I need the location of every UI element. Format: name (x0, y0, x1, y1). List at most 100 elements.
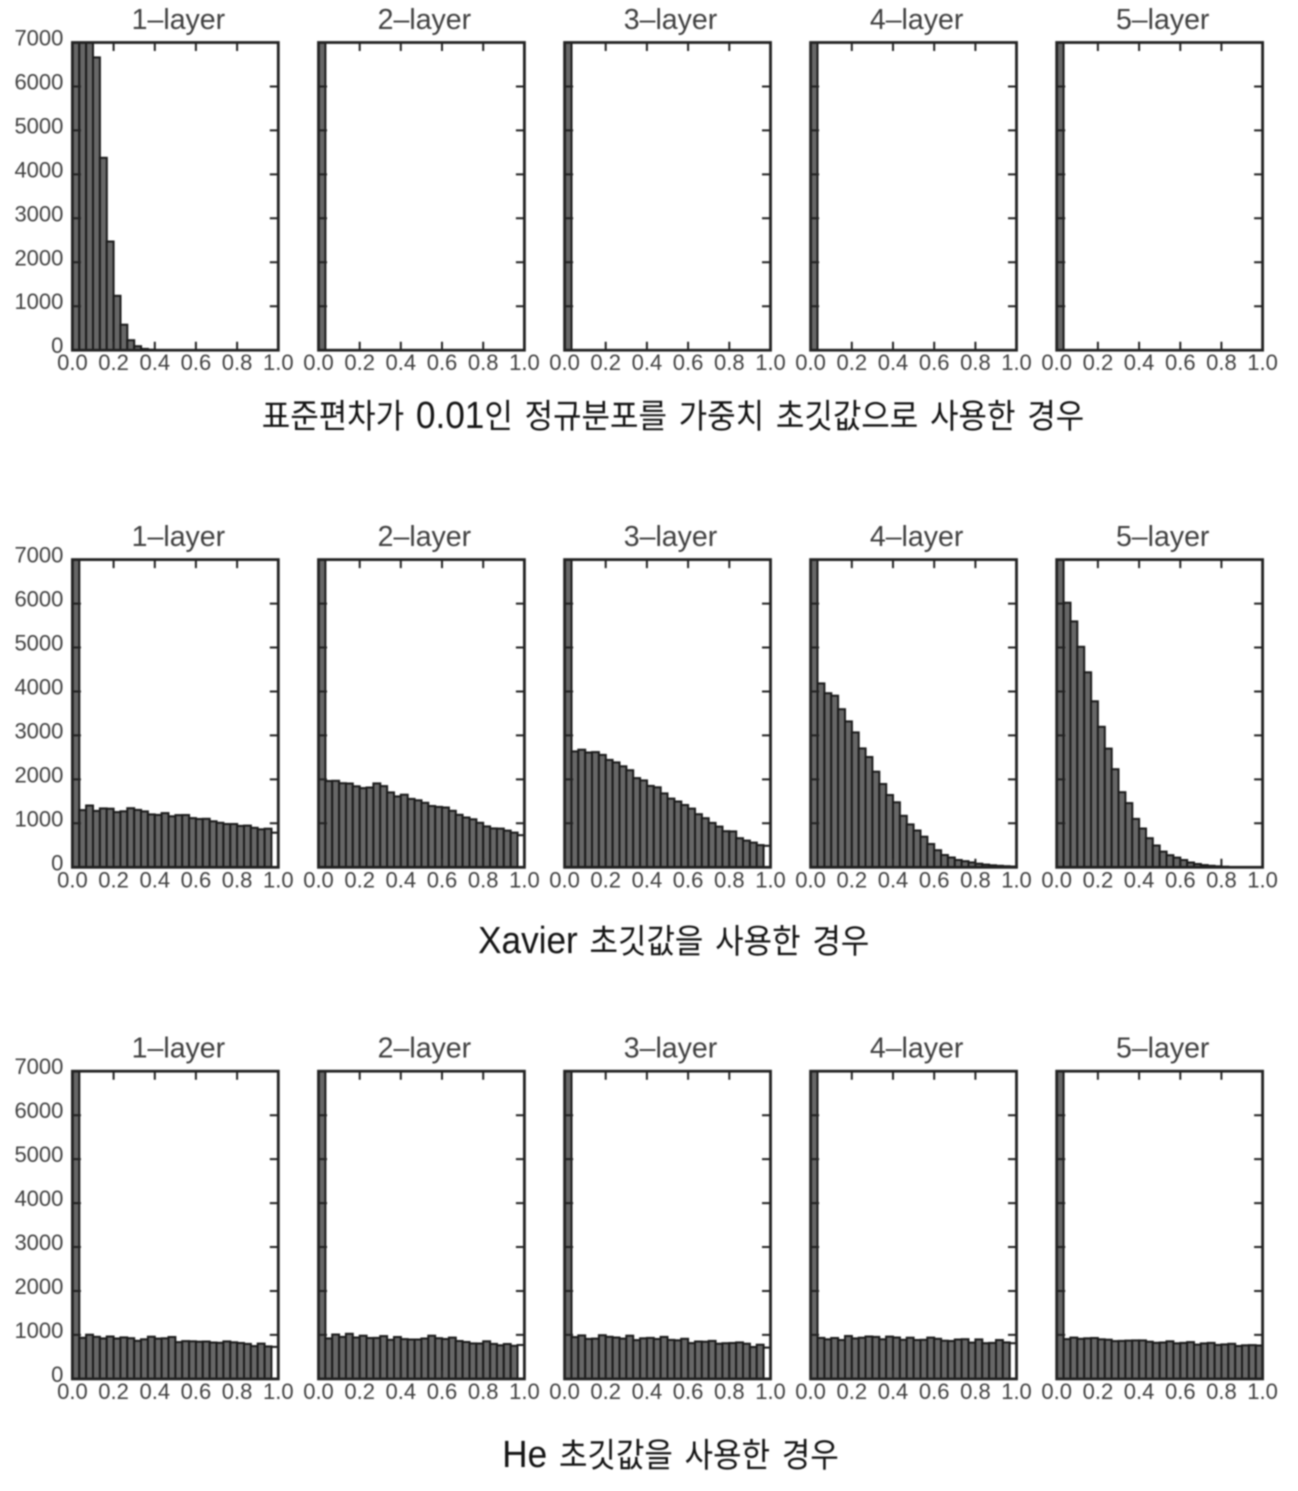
svg-text:7000: 7000 (14, 26, 63, 51)
svg-text:0.0: 0.0 (303, 350, 334, 375)
svg-text:0.2: 0.2 (590, 1379, 621, 1404)
svg-text:0.4: 0.4 (140, 867, 171, 892)
svg-text:6000: 6000 (14, 587, 63, 612)
svg-text:0.6: 0.6 (427, 1379, 458, 1404)
svg-text:0.2: 0.2 (98, 867, 129, 892)
svg-text:0.8: 0.8 (714, 1379, 745, 1404)
svg-text:1–layer: 1–layer (132, 1033, 226, 1065)
svg-text:0.2: 0.2 (98, 350, 129, 375)
svg-text:1.0: 1.0 (755, 867, 786, 892)
svg-text:0.6: 0.6 (1165, 867, 1196, 892)
svg-text:0.6: 0.6 (673, 867, 704, 892)
svg-text:0.8: 0.8 (714, 350, 745, 375)
svg-text:6000: 6000 (14, 70, 63, 95)
svg-text:0.2: 0.2 (344, 867, 375, 892)
svg-text:3000: 3000 (14, 1230, 63, 1255)
svg-text:0.4: 0.4 (632, 350, 663, 375)
svg-text:0: 0 (51, 333, 63, 358)
svg-text:0.2: 0.2 (590, 350, 621, 375)
svg-text:4–layer: 4–layer (870, 1033, 964, 1065)
svg-text:1.0: 1.0 (1001, 1379, 1032, 1404)
svg-text:0.6: 0.6 (1165, 1379, 1196, 1404)
svg-text:5–layer: 5–layer (1116, 1033, 1210, 1065)
svg-text:0.0: 0.0 (795, 350, 826, 375)
svg-text:0.4: 0.4 (878, 867, 909, 892)
svg-text:0.0: 0.0 (303, 1379, 334, 1404)
svg-text:0.4: 0.4 (1124, 867, 1155, 892)
svg-text:1000: 1000 (14, 806, 63, 831)
svg-text:0.6: 0.6 (673, 350, 704, 375)
svg-text:0.0: 0.0 (549, 867, 580, 892)
svg-text:0.0: 0.0 (57, 1379, 88, 1404)
svg-text:1.0: 1.0 (755, 1379, 786, 1404)
svg-text:2000: 2000 (14, 762, 63, 787)
svg-text:0.8: 0.8 (468, 350, 499, 375)
svg-text:4000: 4000 (14, 157, 63, 182)
svg-text:0: 0 (51, 850, 63, 875)
svg-text:1–layer: 1–layer (132, 521, 226, 553)
svg-text:0.4: 0.4 (386, 350, 417, 375)
svg-text:1.0: 1.0 (1247, 1379, 1278, 1404)
svg-text:0.0: 0.0 (795, 867, 826, 892)
svg-text:1–layer: 1–layer (132, 4, 226, 36)
svg-text:0.2: 0.2 (837, 867, 868, 892)
svg-text:2000: 2000 (14, 245, 63, 270)
svg-text:3–layer: 3–layer (624, 1033, 718, 1065)
svg-text:0.6: 0.6 (1165, 350, 1196, 375)
svg-text:0.4: 0.4 (878, 1379, 909, 1404)
svg-text:0.6: 0.6 (919, 350, 950, 375)
svg-text:0.2: 0.2 (344, 350, 375, 375)
svg-text:1.0: 1.0 (509, 350, 540, 375)
svg-text:0.8: 0.8 (222, 867, 253, 892)
svg-text:3–layer: 3–layer (624, 521, 718, 553)
svg-text:0.6: 0.6 (919, 867, 950, 892)
svg-text:0.8: 0.8 (222, 1379, 253, 1404)
svg-text:0.8: 0.8 (960, 350, 991, 375)
svg-text:0.2: 0.2 (837, 1379, 868, 1404)
svg-text:1.0: 1.0 (509, 867, 540, 892)
svg-text:0.2: 0.2 (1083, 350, 1114, 375)
svg-text:0.4: 0.4 (1124, 1379, 1155, 1404)
svg-text:0.6: 0.6 (427, 867, 458, 892)
svg-text:4000: 4000 (14, 1186, 63, 1211)
svg-text:0.4: 0.4 (386, 1379, 417, 1404)
svg-text:3–layer: 3–layer (624, 4, 718, 36)
svg-text:5000: 5000 (14, 113, 63, 138)
svg-text:0.6: 0.6 (427, 350, 458, 375)
svg-text:0.8: 0.8 (468, 1379, 499, 1404)
svg-text:2–layer: 2–layer (378, 1033, 472, 1065)
svg-text:0.0: 0.0 (795, 1379, 826, 1404)
svg-text:0.4: 0.4 (140, 350, 171, 375)
svg-text:0.6: 0.6 (181, 350, 212, 375)
svg-text:3000: 3000 (14, 201, 63, 226)
svg-text:0.8: 0.8 (714, 867, 745, 892)
svg-text:0.8: 0.8 (222, 350, 253, 375)
svg-text:1000: 1000 (14, 1318, 63, 1343)
svg-text:1.0: 1.0 (1001, 350, 1032, 375)
svg-text:1.0: 1.0 (263, 350, 294, 375)
svg-text:2–layer: 2–layer (378, 4, 472, 36)
svg-text:0.2: 0.2 (1083, 1379, 1114, 1404)
svg-text:0.4: 0.4 (878, 350, 909, 375)
svg-text:0.2: 0.2 (98, 1379, 129, 1404)
svg-text:0.2: 0.2 (837, 350, 868, 375)
svg-text:1.0: 1.0 (1001, 867, 1032, 892)
svg-text:0.6: 0.6 (181, 867, 212, 892)
svg-text:1.0: 1.0 (755, 350, 786, 375)
svg-text:0.0: 0.0 (549, 1379, 580, 1404)
svg-text:1.0: 1.0 (509, 1379, 540, 1404)
svg-text:0.8: 0.8 (960, 1379, 991, 1404)
svg-text:5–layer: 5–layer (1116, 4, 1210, 36)
svg-text:0.0: 0.0 (1041, 350, 1072, 375)
svg-text:1.0: 1.0 (1247, 867, 1278, 892)
svg-text:0.2: 0.2 (1083, 867, 1114, 892)
svg-text:7000: 7000 (14, 543, 63, 568)
svg-text:0.4: 0.4 (632, 1379, 663, 1404)
svg-text:2000: 2000 (14, 1274, 63, 1299)
svg-text:1.0: 1.0 (263, 1379, 294, 1404)
svg-text:4–layer: 4–layer (870, 521, 964, 553)
svg-text:0.0: 0.0 (1041, 1379, 1072, 1404)
svg-text:0.0: 0.0 (57, 350, 88, 375)
svg-text:1.0: 1.0 (1247, 350, 1278, 375)
svg-text:2–layer: 2–layer (378, 521, 472, 553)
